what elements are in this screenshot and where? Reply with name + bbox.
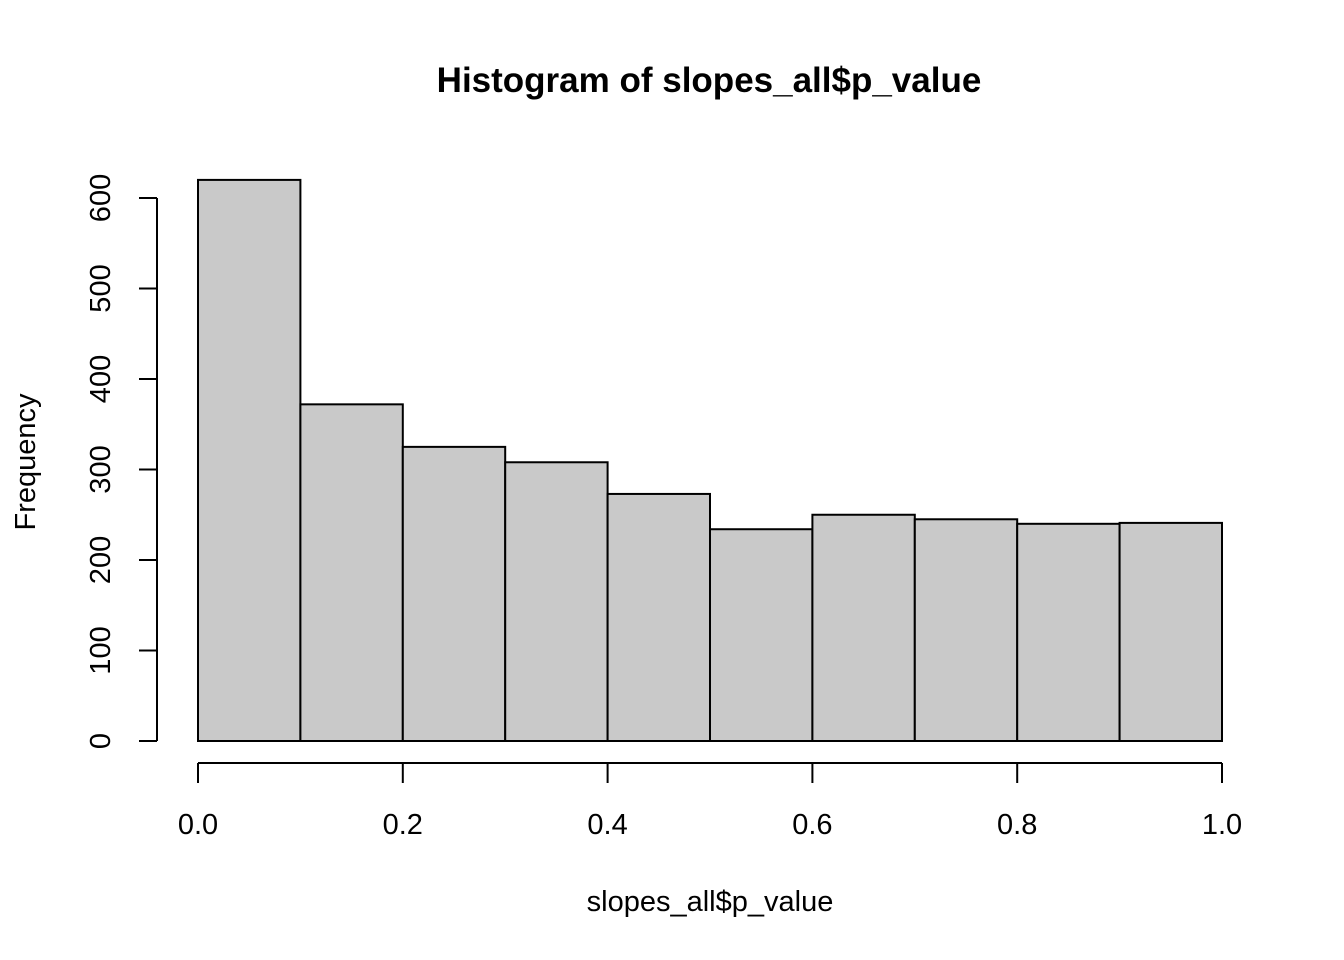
x-axis: 0.0 0.2 0.4 0.6 0.8 1.0	[178, 762, 1242, 841]
y-tick-label: 400	[85, 355, 117, 403]
x-tick-label: 0.0	[178, 809, 218, 841]
histogram-bar	[811, 513, 916, 742]
y-tick-label: 600	[85, 174, 117, 222]
y-axis: 0 100 200 300 400 500 600	[85, 174, 158, 749]
x-tick-label: 0.4	[587, 809, 627, 841]
histogram-bar	[1016, 522, 1121, 742]
histogram-bar	[401, 445, 507, 742]
histogram-bar	[913, 518, 1019, 743]
histogram-bar	[299, 403, 404, 742]
histogram-bar	[606, 492, 711, 742]
y-tick-label: 300	[85, 445, 117, 493]
y-tick-label: 100	[85, 626, 117, 674]
histogram-bar	[1118, 521, 1223, 743]
y-tick-label: 500	[85, 264, 117, 312]
bars-group	[197, 178, 1223, 743]
x-tick-label: 0.2	[383, 809, 423, 841]
x-tick-label: 1.0	[1202, 809, 1242, 841]
x-tick-label: 0.8	[997, 809, 1037, 841]
y-tick-label: 200	[85, 536, 117, 584]
histogram-bar	[197, 178, 302, 742]
x-axis-label: slopes_all$p_value	[587, 886, 834, 918]
y-axis-label: Frequency	[10, 393, 42, 531]
chart-title: Histogram of slopes_all$p_value	[437, 61, 982, 100]
histogram-bar	[504, 461, 609, 742]
histogram-bar	[709, 528, 814, 742]
x-tick-label: 0.6	[792, 809, 832, 841]
y-tick-label: 0	[85, 733, 117, 749]
